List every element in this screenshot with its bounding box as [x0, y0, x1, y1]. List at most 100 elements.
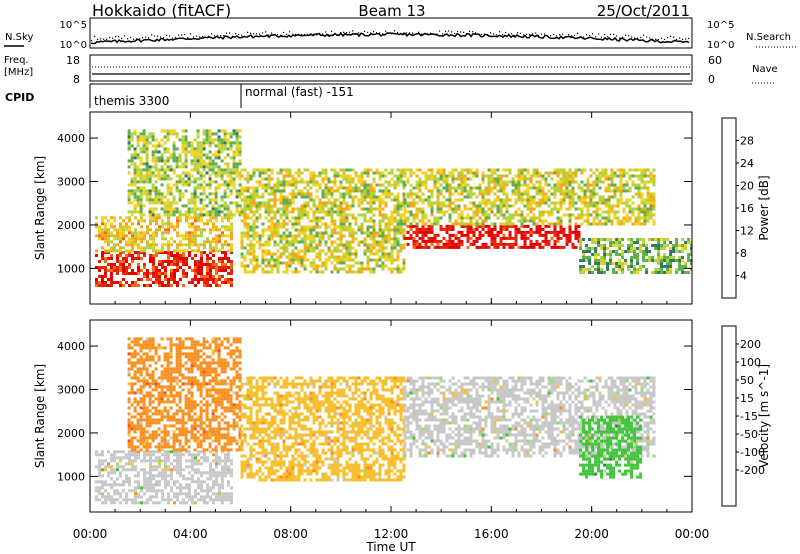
power-region-5 [403, 168, 656, 226]
nsearch-dot [262, 32, 264, 34]
nsearch-dot [325, 31, 327, 33]
nsearch-dot [160, 36, 162, 38]
nsearch-dot [292, 33, 294, 35]
nsearch-dot [553, 33, 555, 36]
nsearch-dot [547, 35, 549, 37]
nsearch-dot [112, 37, 114, 39]
nsearch-dot [397, 31, 399, 34]
nsearch-dot [115, 36, 117, 38]
nsearch-dot [280, 34, 282, 37]
nsearch-dot [658, 38, 660, 41]
nsearch-dot [451, 31, 453, 33]
nsky-line [90, 32, 690, 45]
nsearch-dot [169, 35, 171, 37]
nsearch-dot [622, 36, 624, 38]
nsearch-dot [520, 32, 522, 34]
nsearch-dot [184, 34, 186, 36]
nsearch-dot [358, 32, 360, 34]
nsearch-dot [406, 32, 408, 34]
nsky-tick-bottom: 10^0 [60, 40, 87, 51]
power-ytick-label-3: 4000 [57, 132, 85, 145]
nsearch-dot [328, 34, 330, 36]
velocity-region-3 [403, 376, 656, 458]
nsearch-dot [301, 34, 303, 36]
nave-tick-top: 60 [708, 54, 722, 67]
nsearch-dot [598, 33, 600, 35]
nsearch-dot [490, 32, 492, 34]
nsearch-dot [595, 36, 597, 38]
nsearch-dot [409, 32, 411, 34]
nsearch-dot [196, 35, 198, 37]
nsearch-dot [136, 38, 138, 40]
nsearch-dot [496, 34, 498, 36]
nave-tick-bottom: 0 [708, 73, 715, 86]
nsearch-dot [268, 34, 270, 36]
nsearch-dot [352, 30, 354, 32]
nsearch-dot [337, 34, 339, 36]
nsearch-dot [643, 34, 645, 36]
freq-unit: [MHz] [4, 67, 33, 78]
nsearch-dot [646, 36, 648, 38]
nsearch-dot [394, 30, 396, 32]
nsearch-dot [316, 34, 318, 36]
nsearch-dot [253, 33, 255, 35]
nsearch-dot [256, 33, 258, 35]
velocity-region-1 [127, 337, 242, 452]
nsearch-dot [175, 37, 177, 39]
freq-label: Freq. [4, 55, 29, 66]
nsearch-dot [568, 34, 570, 36]
nsearch-dot [202, 35, 204, 38]
power-ytick-label-2: 3000 [57, 176, 85, 189]
nsearch-dot [232, 35, 234, 37]
nsearch-dot [421, 33, 423, 35]
nsearch-dot [460, 31, 462, 33]
nsearch-dot [562, 33, 564, 35]
power-colorbar: 4 8 12 16 20 24 28 [721, 117, 754, 299]
nsearch-dot [349, 31, 351, 33]
nsearch-dot [466, 33, 468, 35]
nsearch-dot [571, 35, 573, 37]
nsearch-dot [484, 33, 486, 35]
nsearch-dot [346, 32, 348, 34]
nsearch-dot [289, 31, 291, 33]
velocity-region-2 [240, 376, 406, 482]
velocity-region-0 [95, 450, 233, 505]
nsearch-dot [163, 37, 165, 39]
nsearch-dot [673, 36, 675, 38]
nsearch-dot [379, 32, 381, 34]
nsearch-dot [127, 38, 129, 40]
nsearch-dot [331, 30, 333, 32]
velocity-colorbar: 200 100 50 15 -15 -50 -100 -200 [721, 325, 765, 507]
nsearch-dot [529, 34, 531, 36]
nsearch-dot [508, 33, 510, 35]
velocity-cbar-label: Velocity [m s^-1] [757, 364, 771, 468]
nsearch-dot [499, 31, 501, 33]
nsearch-dot [433, 33, 435, 36]
velocity-cbar-label-4: -15 [740, 410, 758, 423]
velocity-panel: 1000 2000 3000 4000 Slant Range [km] 200 100… [33, 319, 771, 513]
nsearch-dot [235, 33, 237, 35]
nsearch-dot [307, 33, 309, 36]
nsearch-dot [601, 36, 603, 38]
nsearch-dot [535, 32, 537, 34]
nsearch-dot [619, 37, 621, 39]
power-cbar-label-1: 8 [740, 247, 747, 260]
nsearch-dot [457, 30, 459, 33]
nsearch-dot [538, 35, 540, 37]
nsearch-dot [265, 31, 267, 33]
nsearch-dot [523, 34, 525, 36]
velocity-ytick-label-3: 4000 [57, 340, 85, 353]
x-tick-label-6: 00:00 [675, 527, 710, 541]
nsearch-dot [199, 36, 201, 38]
nsearch-tick-top: 10^5 [707, 20, 734, 31]
nsearch-dot [616, 35, 618, 37]
nsearch-dot [217, 35, 219, 37]
nsearch-dot [133, 38, 135, 40]
nsearch-dot [391, 33, 393, 35]
nsearch-dot [100, 38, 102, 40]
nsearch-dot [559, 34, 561, 36]
nsearch-dot [238, 33, 240, 36]
x-tick-label-1: 04:00 [173, 527, 208, 541]
nsearch-dot [154, 35, 156, 37]
nsearch-dot [250, 32, 252, 34]
